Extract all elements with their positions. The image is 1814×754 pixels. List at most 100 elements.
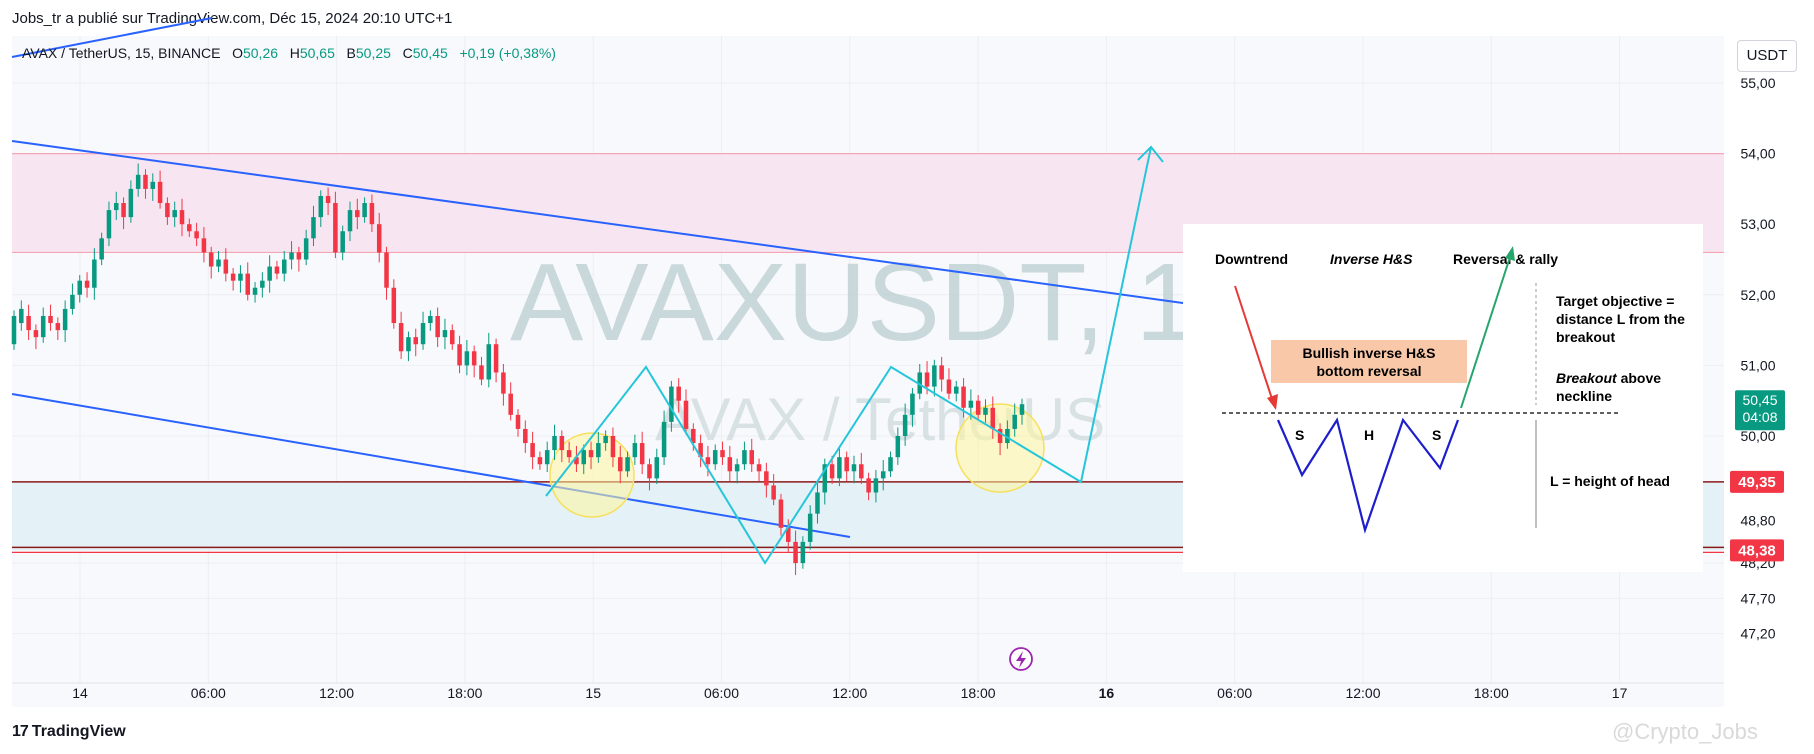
top-left-trendline[interactable]	[11, 17, 213, 58]
candle-body	[230, 273, 236, 281]
downtrend-arrowhead	[1267, 394, 1278, 410]
candle-body	[866, 478, 871, 493]
price-tick-label: 53,00	[1740, 216, 1775, 232]
change-value: +0,19 (+0,38%)	[459, 45, 556, 61]
candle-body	[33, 330, 39, 338]
high-value: 50,65	[299, 45, 335, 61]
candle-body	[238, 273, 243, 281]
candle-body	[201, 238, 207, 253]
candle-body	[143, 174, 148, 189]
candle-body	[62, 308, 68, 331]
candle-body	[157, 181, 163, 204]
candle-body	[537, 457, 543, 465]
candle-body	[457, 344, 462, 366]
price-tick-label: 55,00	[1740, 75, 1775, 91]
upper-channel-line[interactable]	[11, 140, 1191, 305]
lower-channel-line[interactable]	[11, 393, 851, 538]
time-axis[interactable]: 14 06:00 12:00 18:00 15 06:00 12:00 18:00 16 06:0…	[72, 685, 1627, 701]
annotation-inverse-hs: Inverse H&S	[1330, 251, 1413, 267]
candle-body	[428, 315, 433, 324]
candle-body	[99, 238, 104, 260]
candle-body	[333, 203, 338, 253]
time-tick-label: 14	[72, 685, 88, 701]
candle-body	[172, 210, 177, 218]
candle-body	[486, 344, 492, 380]
candle-body	[208, 252, 214, 267]
candle-body	[260, 280, 265, 288]
candle-body	[267, 266, 272, 281]
candle-body	[815, 492, 820, 514]
candle-body	[676, 386, 681, 401]
candle-body	[888, 457, 893, 472]
time-tick-label: 12:00	[319, 685, 354, 701]
candle-body	[961, 386, 966, 408]
candle-body	[48, 315, 53, 324]
candle-body	[661, 421, 667, 458]
current-price-value: 50,45	[1742, 392, 1777, 408]
open-label: O	[232, 45, 243, 61]
candle-body	[610, 436, 616, 458]
candle-body	[990, 407, 996, 429]
time-tick-label: 12:00	[832, 685, 867, 701]
watermark-main: AVAXUSDT, 15	[510, 241, 1258, 364]
candle-body	[895, 436, 901, 458]
candle-body	[785, 527, 791, 542]
candle-body	[274, 266, 280, 274]
candle-body	[603, 436, 608, 444]
candle-body	[727, 457, 733, 472]
candle-body	[939, 365, 944, 380]
breakout-word: Breakout	[1556, 370, 1618, 386]
candle-body	[647, 464, 652, 479]
currency-button[interactable]: USDT	[1737, 40, 1797, 72]
price-tick-label: 47,20	[1740, 626, 1775, 642]
candle-body	[807, 513, 813, 542]
level-badge-label: 49,35	[1738, 474, 1776, 491]
level-badges: 49,35 48,38	[1730, 470, 1784, 562]
candle-body	[165, 203, 170, 218]
candle-body	[303, 238, 309, 260]
candle-body	[376, 224, 382, 253]
candle-body	[910, 393, 915, 415]
candle-body	[340, 231, 345, 253]
candle-body	[216, 259, 221, 267]
time-tick-label: 18:00	[1474, 685, 1509, 701]
candle-body	[691, 428, 696, 444]
low-value: 50,25	[355, 45, 391, 61]
candle-body	[873, 478, 879, 493]
left-shoulder-label: S	[1295, 427, 1304, 443]
candle-body	[1005, 428, 1010, 444]
candle-body	[552, 436, 557, 451]
candle-body	[128, 188, 134, 218]
head-height-label: L = height of head	[1550, 473, 1670, 489]
candle-body	[1012, 414, 1017, 429]
pattern-projection-path[interactable]	[545, 146, 1152, 565]
candle-body	[413, 337, 419, 345]
level-badge-label: 48,38	[1738, 542, 1776, 559]
candle-body	[245, 273, 251, 295]
close-value: 50,45	[412, 45, 448, 61]
symbol-legend[interactable]: AVAX / TetherUS, 15, BINANCE O50,26 H50,…	[22, 45, 556, 61]
time-tick-label: 06:00	[191, 685, 226, 701]
candle-body	[574, 457, 579, 465]
candle-body	[281, 259, 287, 274]
tradingview-logo-icon: 17	[12, 723, 29, 740]
price-axis[interactable]: 55,0054,0053,0052,0051,0050,0048,8048,20…	[1740, 75, 1775, 642]
candle-body	[764, 471, 769, 486]
candle-body	[435, 315, 440, 338]
candle-body	[844, 457, 849, 472]
bullish-box-line2: bottom reversal	[1316, 363, 1421, 379]
rally-arrowhead	[1505, 246, 1515, 261]
time-tick-label: 06:00	[704, 685, 739, 701]
target-arrowhead	[1137, 145, 1164, 163]
candle-body	[55, 323, 61, 331]
candles[interactable]	[11, 163, 1025, 576]
candle-body	[669, 386, 674, 422]
candle-body	[121, 203, 126, 218]
candle-body	[70, 294, 75, 309]
candle-body	[355, 210, 360, 218]
tradingview-logo[interactable]: 17 TradingView	[12, 723, 126, 741]
candle-body	[40, 315, 46, 338]
candle-body	[851, 464, 857, 472]
candle-body	[683, 400, 689, 429]
